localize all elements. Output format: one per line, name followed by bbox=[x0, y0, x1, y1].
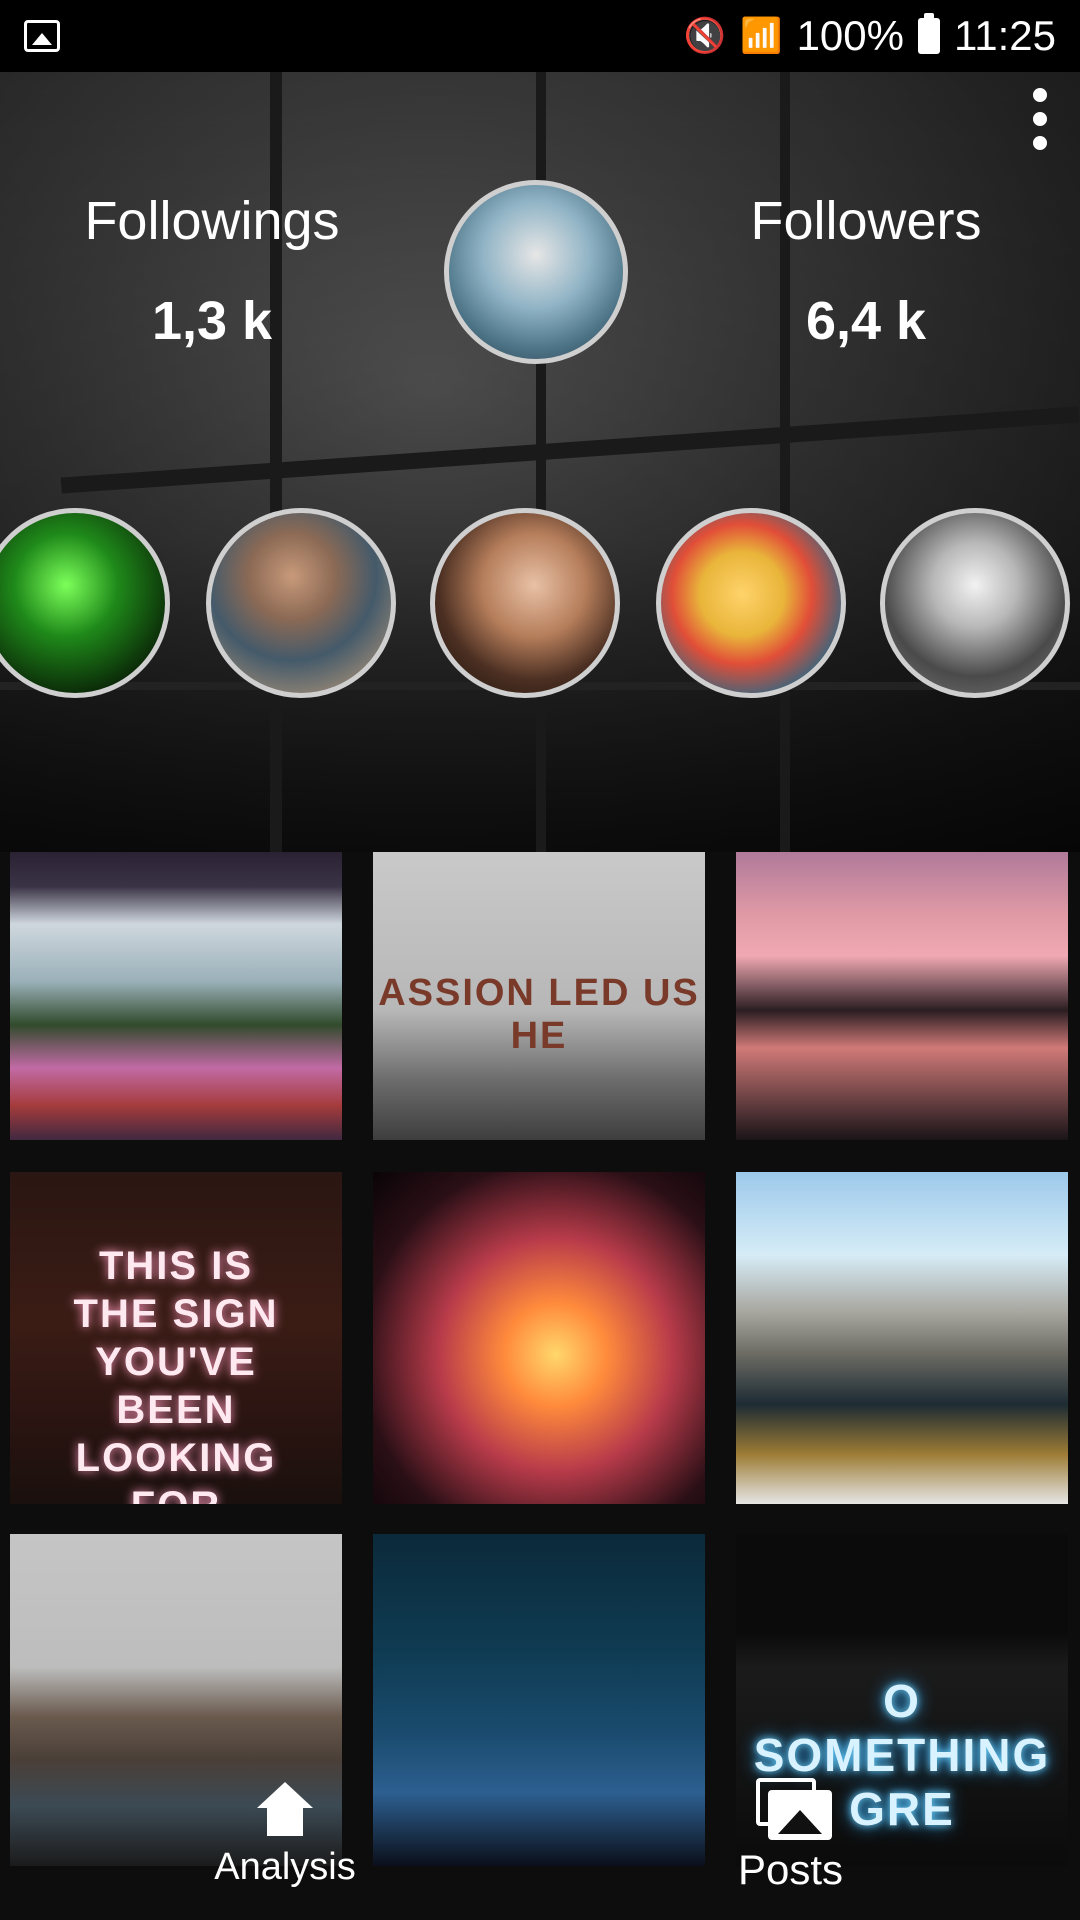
post-thumbnail[interactable] bbox=[736, 852, 1068, 1140]
post-caption: ASSION LED US HE bbox=[378, 972, 700, 1057]
story-avatar[interactable] bbox=[0, 508, 170, 698]
nav-posts[interactable]: Posts bbox=[738, 1778, 938, 1894]
mute-icon: 🔇 bbox=[683, 17, 727, 55]
post-thumbnail[interactable] bbox=[373, 1534, 705, 1866]
posts-icon bbox=[756, 1778, 832, 1840]
post-thumbnail[interactable]: ASSION LED US HE bbox=[373, 852, 705, 1140]
story-avatar[interactable] bbox=[430, 508, 620, 698]
clock: 11:25 bbox=[954, 12, 1056, 59]
post-thumbnail[interactable] bbox=[736, 1172, 1068, 1504]
followers-label: Followers bbox=[750, 191, 982, 251]
followings-value: 1,3 k bbox=[151, 291, 273, 351]
followings-stat[interactable]: Followings 1,3 k bbox=[62, 190, 362, 352]
wifi-icon: 📶 bbox=[740, 17, 783, 55]
followings-label: Followings bbox=[84, 191, 340, 251]
story-avatar[interactable] bbox=[880, 508, 1070, 698]
post-thumbnail[interactable]: THIS IS THE SIGN YOU'VE BEEN LOOKING FOR bbox=[10, 1172, 342, 1504]
home-icon bbox=[255, 1782, 315, 1842]
nav-posts-label: Posts bbox=[738, 1846, 844, 1893]
nav-analysis[interactable]: Analysis bbox=[185, 1782, 385, 1889]
post-thumbnail[interactable] bbox=[10, 852, 342, 1140]
nav-analysis-label: Analysis bbox=[214, 1846, 356, 1888]
battery-icon bbox=[918, 13, 940, 54]
followers-value: 6,4 k bbox=[805, 291, 927, 351]
post-caption: THIS IS THE SIGN YOU'VE BEEN LOOKING FOR bbox=[73, 1244, 279, 1504]
followers-stat[interactable]: Followers 6,4 k bbox=[716, 190, 1016, 352]
story-avatar[interactable] bbox=[206, 508, 396, 698]
more-options-icon[interactable] bbox=[1030, 88, 1050, 150]
gallery-notification-icon bbox=[24, 20, 60, 52]
story-avatar[interactable] bbox=[656, 508, 846, 698]
post-caption: O SOMETHING GRE bbox=[753, 1675, 1051, 1835]
battery-percent: 100% bbox=[796, 12, 904, 59]
post-thumbnail[interactable] bbox=[373, 1172, 705, 1504]
status-bar: 🔇 📶 100% 11:25 bbox=[0, 0, 1080, 72]
profile-avatar[interactable] bbox=[444, 180, 628, 364]
